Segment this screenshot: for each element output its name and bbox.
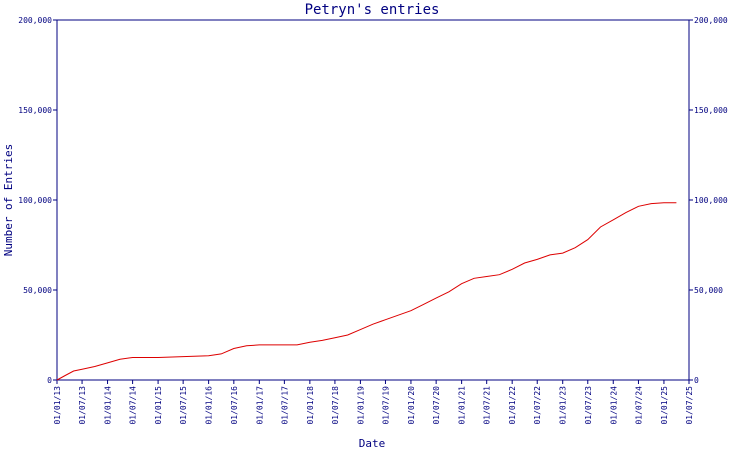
y-tick-label-left: 200,000 bbox=[18, 16, 52, 25]
y-axis-right: 0 50,000 100,000 150,000 200,000 bbox=[689, 16, 728, 385]
plot-frame bbox=[56, 19, 690, 381]
x-tick-label: 01/07/24 bbox=[634, 386, 643, 425]
x-tick-label: 01/01/17 bbox=[255, 386, 264, 425]
x-tick-label: 01/07/16 bbox=[230, 386, 239, 425]
y-tick-label-right: 150,000 bbox=[694, 106, 728, 115]
x-tick-label: 01/01/20 bbox=[407, 386, 416, 425]
x-tick-label: 01/01/25 bbox=[660, 386, 669, 425]
x-tick-label: 01/07/15 bbox=[179, 386, 188, 425]
x-tick-label: 01/01/15 bbox=[154, 386, 163, 425]
y-tick-label-right: 100,000 bbox=[694, 196, 728, 205]
x-tick-label: 01/07/22 bbox=[533, 386, 542, 425]
x-tick-label: 01/07/18 bbox=[331, 386, 340, 425]
y-tick-label-right: 50,000 bbox=[694, 286, 723, 295]
x-tick-label: 01/01/19 bbox=[356, 386, 365, 425]
x-tick-label: 01/01/18 bbox=[306, 386, 315, 425]
x-tick-label: 01/01/22 bbox=[508, 386, 517, 425]
y-tick-label-right: 200,000 bbox=[694, 16, 728, 25]
y-tick-label-left: 50,000 bbox=[23, 286, 52, 295]
x-axis-label: Date bbox=[359, 437, 386, 450]
x-tick-label: 01/07/23 bbox=[584, 386, 593, 425]
y-tick-label-left: 150,000 bbox=[18, 106, 52, 115]
x-tick-label: 01/01/13 bbox=[53, 386, 62, 425]
x-tick-label: 01/01/24 bbox=[609, 386, 618, 425]
x-tick-label: 01/01/23 bbox=[559, 386, 568, 425]
x-tick-label: 01/01/14 bbox=[104, 386, 113, 425]
chart-title: Petryn's entries bbox=[305, 2, 440, 18]
x-tick-label: 01/07/17 bbox=[280, 386, 289, 425]
x-axis: 01/01/13 01/07/13 01/01/14 01/07/14 01/01/15… bbox=[53, 380, 694, 425]
y-tick-label-left: 0 bbox=[47, 376, 52, 385]
x-tick-label: 01/07/14 bbox=[129, 386, 138, 425]
y-axis-left: 0 50,000 100,000 150,000 200,000 bbox=[18, 16, 57, 385]
x-tick-label: 01/07/25 bbox=[685, 386, 694, 425]
x-tick-label: 01/07/21 bbox=[483, 386, 492, 425]
x-tick-label: 01/01/21 bbox=[458, 386, 467, 425]
y-axis-label: Number of Entries bbox=[2, 144, 15, 257]
series-line bbox=[56, 202, 677, 381]
x-tick-label: 01/07/13 bbox=[78, 386, 87, 425]
y-tick-label-left: 100,000 bbox=[18, 196, 52, 205]
series-layer bbox=[56, 202, 677, 381]
x-tick-label: 01/07/20 bbox=[432, 386, 441, 425]
x-tick-label: 01/01/16 bbox=[205, 386, 214, 425]
y-tick-label-right: 0 bbox=[694, 376, 699, 385]
x-tick-label: 01/07/19 bbox=[381, 386, 390, 425]
